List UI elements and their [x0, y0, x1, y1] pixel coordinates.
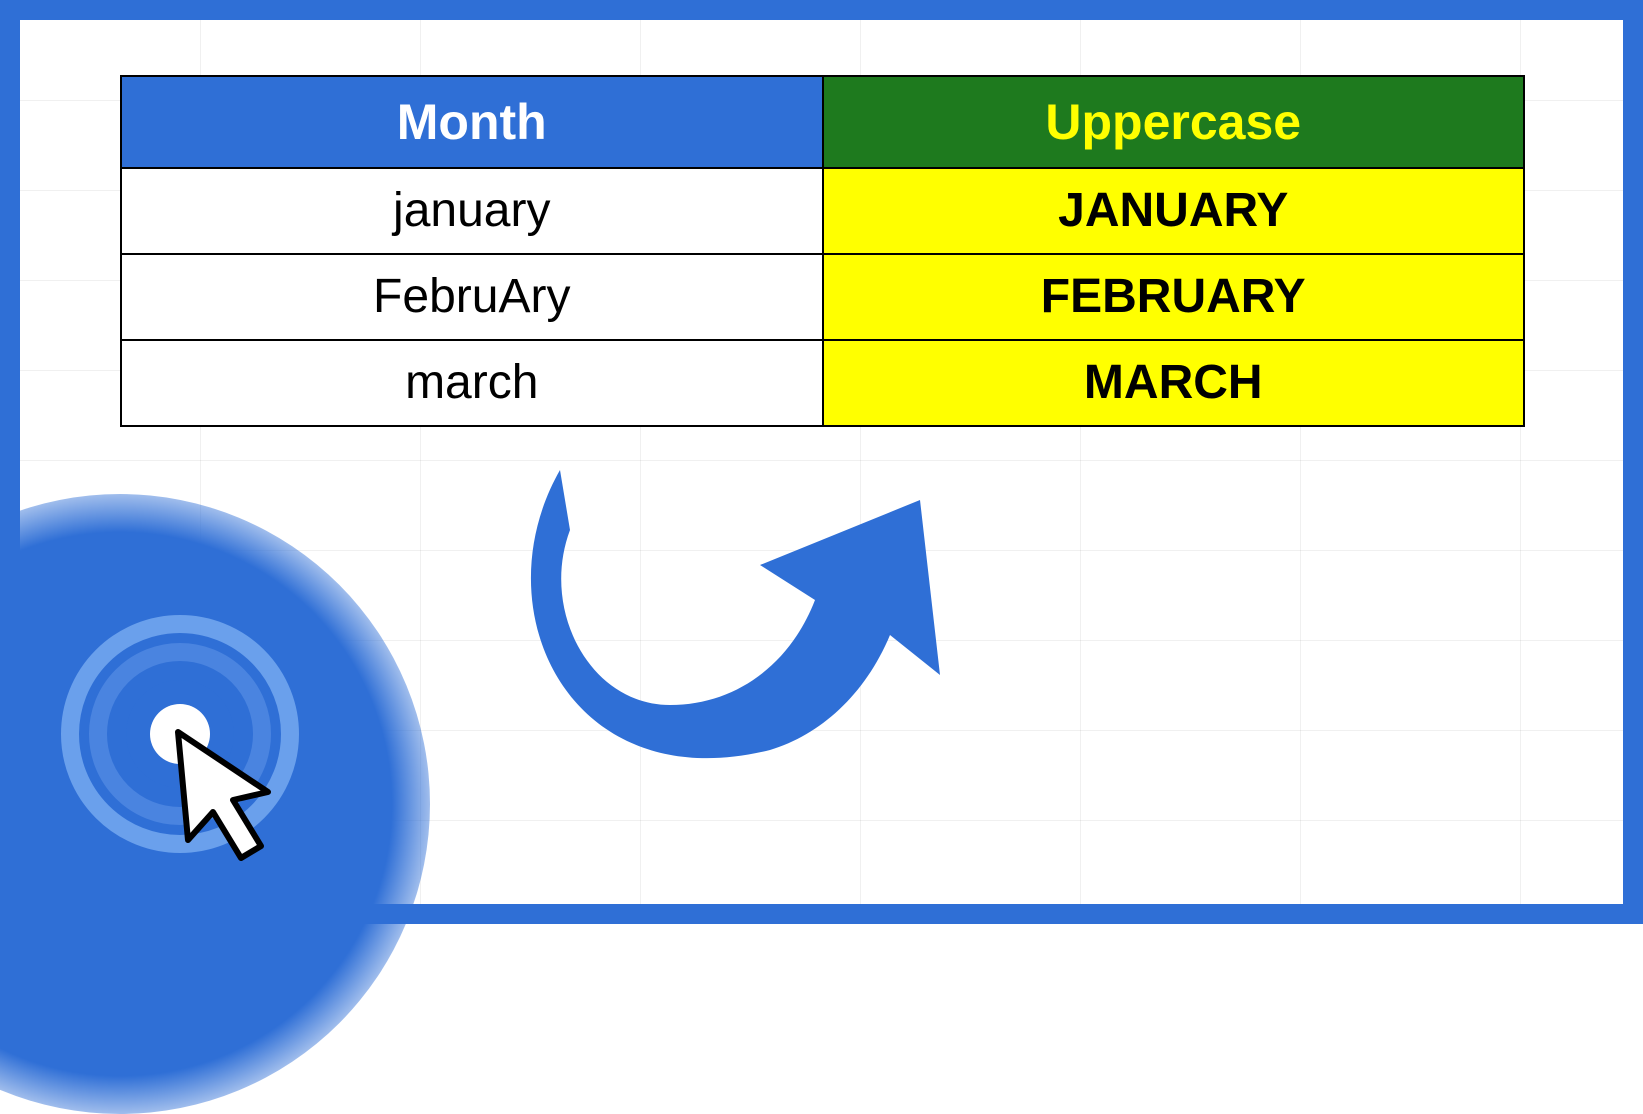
upper-cell: JANUARY [823, 168, 1525, 254]
month-cell: january [121, 168, 823, 254]
month-cell: FebruAry [121, 254, 823, 340]
header-uppercase: Uppercase [823, 76, 1525, 168]
table-header-row: Month Uppercase [121, 76, 1524, 168]
table-row: january JANUARY [121, 168, 1524, 254]
upper-cell: FEBRUARY [823, 254, 1525, 340]
table-row: FebruAry FEBRUARY [121, 254, 1524, 340]
table-row: march MARCH [121, 340, 1524, 426]
click-logo-icon [60, 614, 320, 874]
upper-cell: MARCH [823, 340, 1525, 426]
uppercase-table: Month Uppercase january JANUARY FebruAry… [120, 75, 1525, 427]
outer-frame: Month Uppercase january JANUARY FebruAry… [0, 0, 1643, 924]
month-cell: march [121, 340, 823, 426]
header-month: Month [121, 76, 823, 168]
